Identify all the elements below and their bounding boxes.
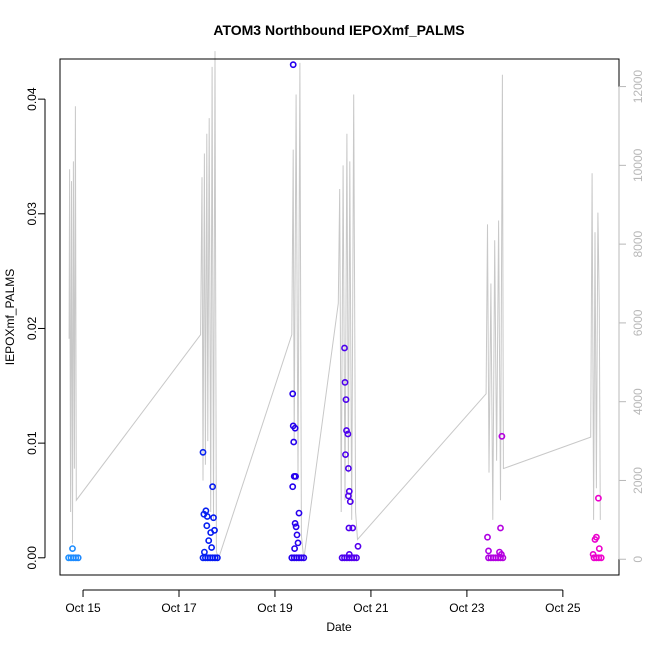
y-axis-label: IEPOXmf_PALMS <box>3 269 17 365</box>
data-point <box>295 509 303 517</box>
x-tick-label: Oct 25 <box>545 601 581 615</box>
data-point <box>199 448 207 456</box>
data-point <box>344 492 352 500</box>
data-point <box>213 554 221 562</box>
data-point <box>345 524 353 532</box>
data-point <box>291 520 299 527</box>
data-point <box>293 531 301 539</box>
data-point <box>595 554 603 562</box>
secondary-series-line <box>68 51 601 562</box>
data-point <box>291 545 298 552</box>
data-point <box>203 522 211 530</box>
data-point <box>354 542 362 550</box>
data-point <box>349 524 357 532</box>
data-point <box>498 432 506 440</box>
data-point <box>297 554 305 562</box>
data-point <box>211 526 218 534</box>
data-point <box>342 451 349 458</box>
data-point <box>353 554 360 562</box>
x-tick-label: Oct 23 <box>449 601 485 615</box>
data-point <box>497 524 504 532</box>
data-point <box>597 554 605 562</box>
data-point <box>200 548 208 556</box>
x-tick-label: Oct 21 <box>353 601 389 615</box>
plot-frame <box>59 58 620 576</box>
data-point <box>292 472 299 480</box>
data-point <box>205 537 213 544</box>
data-point <box>341 344 348 352</box>
x-tick-label: Oct 17 <box>161 601 197 615</box>
x-axis: Oct 15 Oct 17 Oct 19 Oct 21 Oct 23 Oct 25 <box>65 589 581 615</box>
y2-tick-label: 4000 <box>631 388 645 415</box>
data-point <box>208 544 215 551</box>
data-point <box>294 539 302 547</box>
data-point <box>300 554 308 562</box>
data-point <box>499 554 507 562</box>
y-tick-label: 0.03 <box>25 202 39 226</box>
data-point <box>344 430 352 438</box>
data-point <box>289 483 297 491</box>
y-tick-label: 0.01 <box>25 431 39 455</box>
data-point <box>292 523 300 531</box>
data-point <box>343 427 350 434</box>
y-tick-label: 0.00 <box>25 546 39 570</box>
point-layer <box>65 61 605 562</box>
data-point <box>350 554 358 562</box>
y-axis-right: 0 2000 4000 6000 8000 10000 12000 <box>618 70 645 563</box>
data-point <box>69 545 76 552</box>
data-point <box>593 533 600 541</box>
data-point <box>289 390 297 398</box>
line-layer <box>68 51 601 562</box>
data-point <box>485 547 492 555</box>
data-point <box>342 396 350 403</box>
x-axis-label: Date <box>326 620 352 634</box>
data-point <box>202 507 210 515</box>
data-point <box>72 554 80 562</box>
y2-tick-label: 10000 <box>631 148 645 182</box>
data-point <box>595 545 603 552</box>
data-point <box>497 554 504 562</box>
data-point <box>341 378 349 386</box>
y2-tick-label: 12000 <box>631 70 645 104</box>
data-point <box>209 483 216 491</box>
data-point <box>344 464 352 472</box>
x-tick-label: Oct 15 <box>65 601 101 615</box>
y2-tick-label: 0 <box>631 556 645 563</box>
y-tick-label: 0.04 <box>25 87 39 111</box>
data-point <box>346 498 354 505</box>
data-point <box>290 438 298 446</box>
y2-tick-label: 8000 <box>631 230 645 257</box>
y2-tick-label: 2000 <box>631 467 645 494</box>
data-point <box>289 61 297 69</box>
data-point <box>291 424 299 432</box>
data-point <box>74 554 82 562</box>
y-axis-left: 0.00 0.01 0.02 0.03 0.04 <box>25 87 46 570</box>
data-point <box>210 514 217 522</box>
data-point <box>203 513 211 520</box>
data-point <box>484 533 491 541</box>
chart-title: ATOM3 Northbound IEPOXmf_PALMS <box>213 22 464 38</box>
x-tick-label: Oct 19 <box>257 601 293 615</box>
data-point <box>595 494 602 502</box>
data-point <box>211 554 219 562</box>
y2-tick-label: 6000 <box>631 309 645 336</box>
y-tick-label: 0.02 <box>25 316 39 340</box>
